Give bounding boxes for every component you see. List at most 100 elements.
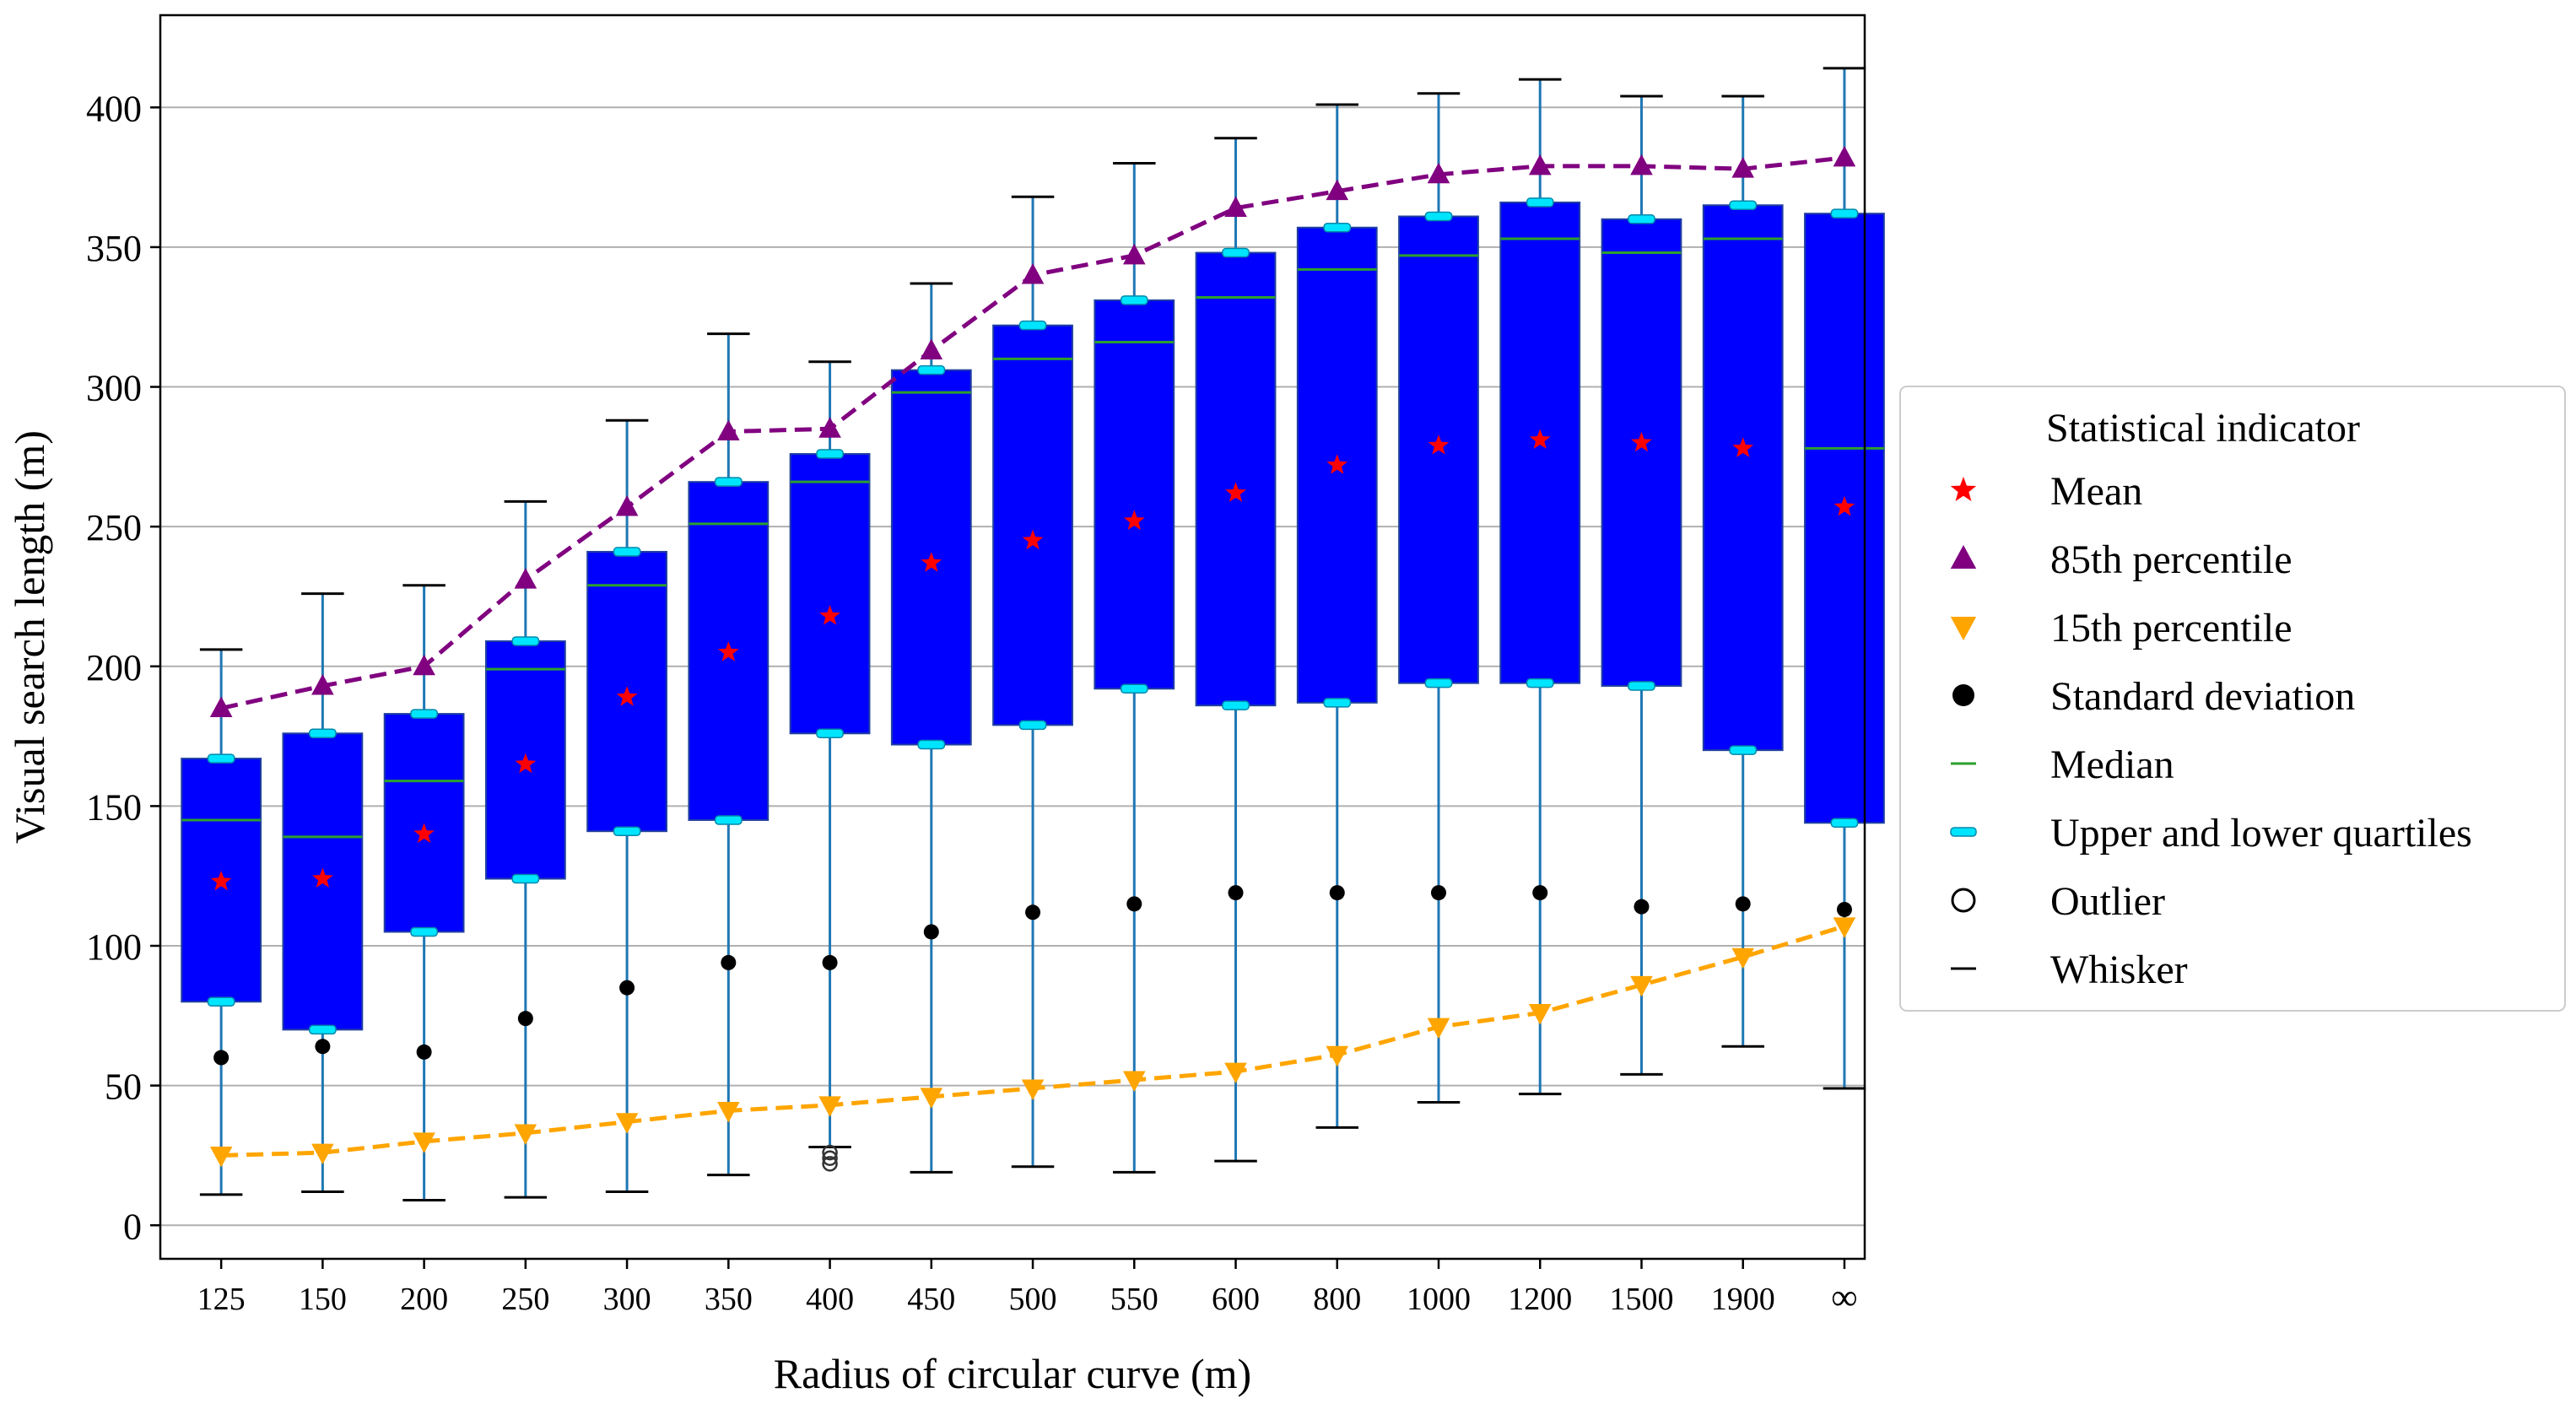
lower-quartile-marker <box>1018 720 1047 731</box>
p15-marker <box>1528 1004 1552 1025</box>
legend: Statistical indicator Mean 85th percentil… <box>1899 386 2566 1012</box>
x-tick-label: ∞ <box>1831 1277 1857 1318</box>
x-tick-label: 250 <box>501 1282 549 1317</box>
legend-title: Statistical indicator <box>2046 406 2360 451</box>
y-tick-label: 50 <box>105 1066 142 1108</box>
upper-quartile-marker <box>309 728 337 739</box>
iqr-box <box>1804 213 1885 824</box>
box-group-550 <box>1094 162 1175 1174</box>
lower-quartile-marker <box>1120 683 1148 694</box>
box-group-1900 <box>1702 94 1784 1048</box>
mean-marker <box>210 870 232 891</box>
std-dev-marker <box>517 1011 533 1027</box>
y-tick-label: 200 <box>86 647 142 688</box>
iqr-box <box>1601 218 1682 687</box>
x-tick-label: 300 <box>603 1282 651 1317</box>
p85-marker <box>717 419 740 441</box>
legend-median-label: Median <box>2050 742 2174 787</box>
upper-quartile-marker <box>511 636 540 646</box>
upper-quartile-marker <box>613 547 641 557</box>
y-tick-label: 150 <box>86 786 142 828</box>
lower-quartile-marker <box>1526 678 1554 688</box>
legend-item-p85: 85th percentile <box>1950 537 2292 582</box>
legend-item-outlier: Outlier <box>1951 879 2165 924</box>
p15-marker <box>818 1096 841 1117</box>
p15-marker <box>311 1143 334 1165</box>
x-tick-label: 600 <box>1212 1282 1260 1317</box>
p85-marker <box>920 338 943 359</box>
legend-p15-label: 15th percentile <box>2050 606 2292 651</box>
lower-quartile-marker <box>511 873 540 884</box>
box-group-350 <box>688 332 770 1177</box>
p15-marker <box>1021 1079 1045 1100</box>
mean-marker <box>1732 437 1754 457</box>
p85-marker <box>1224 196 1247 218</box>
mean-marker <box>1833 495 1855 516</box>
legend-items: Mean 85th percentile 15th percentile Standa… <box>1950 469 2472 992</box>
mean-marker <box>312 867 333 888</box>
outlier-marker <box>822 1156 838 1172</box>
upper-quartile-marker <box>1830 208 1859 219</box>
std-dev-marker <box>1025 904 1041 920</box>
mean-marker <box>1022 529 1044 550</box>
box-group-800 <box>1296 103 1378 1129</box>
legend-item-median: Median <box>1951 742 2174 787</box>
lower-quartile-marker <box>309 1024 337 1035</box>
box-group-500 <box>992 195 1073 1169</box>
p15-marker <box>1427 1018 1450 1039</box>
legend-item-sd: Standard deviation <box>1952 674 2355 719</box>
p15-marker <box>1122 1071 1146 1093</box>
mean-marker <box>1225 482 1246 502</box>
box-group-1200 <box>1499 78 1581 1096</box>
p85-marker <box>1833 145 1856 167</box>
upper-quartile-marker <box>1323 222 1352 233</box>
legend-p15-swatch <box>1950 617 1977 640</box>
lower-quartile-marker <box>613 826 641 836</box>
y-axis-label: Visual search length (m) <box>6 430 53 844</box>
x-axis-label: Radius of circular curve (m) <box>774 1350 1251 1397</box>
std-dev-marker <box>1532 885 1548 901</box>
std-dev-marker <box>1431 885 1446 901</box>
mean-marker <box>717 641 739 661</box>
x-tick-label: 550 <box>1110 1282 1158 1317</box>
x-tick-label: 450 <box>907 1282 955 1317</box>
upper-quartile-marker <box>410 709 439 719</box>
p15-marker <box>1630 975 1653 997</box>
std-dev-marker <box>619 980 635 996</box>
p15-marker <box>1731 947 1755 969</box>
legend-p85-swatch <box>1950 545 1977 569</box>
upper-quartile-marker <box>714 477 743 487</box>
x-tick-label: 1900 <box>1711 1282 1775 1317</box>
legend-p85-label: 85th percentile <box>2050 537 2292 582</box>
lower-quartile-marker <box>1222 700 1250 710</box>
y-tick-label: 300 <box>86 368 142 409</box>
upper-quartile-marker <box>1729 200 1758 210</box>
lower-quartile-marker <box>1323 698 1352 708</box>
std-dev-marker <box>1634 899 1650 915</box>
mean-marker <box>1428 435 1450 455</box>
x-tick-label: 350 <box>705 1282 753 1317</box>
markers <box>209 145 1856 1172</box>
box-group-400 <box>789 360 871 1149</box>
legend-outlier-swatch <box>1951 888 1976 913</box>
p85-marker <box>615 494 639 516</box>
p85-marker <box>1122 243 1146 265</box>
p15-marker <box>717 1101 740 1123</box>
p85-marker <box>1326 179 1349 201</box>
iqr-box <box>789 453 871 735</box>
iqr-box <box>1094 299 1175 690</box>
legend-sd-label: Standard deviation <box>2050 674 2355 719</box>
std-dev-marker <box>1228 885 1244 901</box>
lower-quartile-marker <box>816 728 844 739</box>
iqr-box <box>992 324 1073 726</box>
p85-marker <box>1731 157 1755 178</box>
p85-marker <box>413 654 435 676</box>
axes: 0 50 100 150 200 250 300 350 400 125 150 200 250 300 3… <box>86 88 1858 1318</box>
x-tick-label: 500 <box>1009 1282 1057 1317</box>
x-tick-label: 200 <box>400 1282 448 1317</box>
std-dev-marker <box>213 1050 230 1066</box>
mean-marker <box>1326 454 1348 474</box>
mean-marker <box>1529 429 1551 449</box>
x-tick-label: 1000 <box>1407 1282 1471 1317</box>
legend-quartile-swatch <box>1950 827 1977 837</box>
